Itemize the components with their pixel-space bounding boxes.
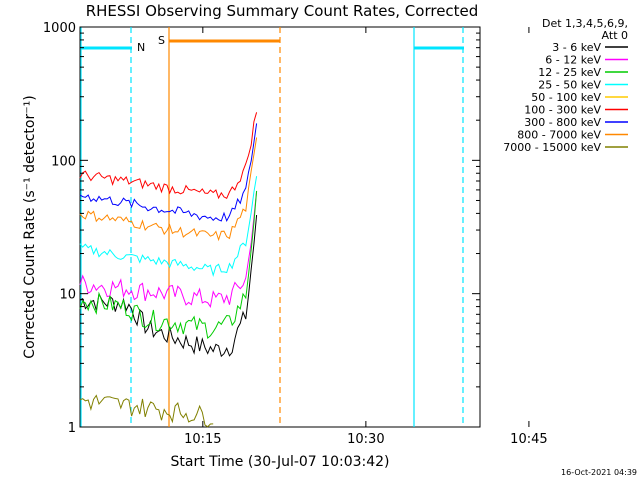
y-tick-label: 1000	[43, 21, 76, 36]
x-tick-label: 10:30	[347, 432, 384, 447]
series-line-5-0	[79, 112, 258, 200]
legend-label: 300 - 800 keV	[524, 116, 601, 129]
legend-label: 3 - 6 keV	[552, 41, 601, 54]
series-line-7-0	[79, 137, 258, 242]
series-layer	[79, 112, 258, 428]
x-tick-label: 10:45	[510, 432, 547, 447]
annotation-layer: S N	[80, 27, 464, 427]
legend-label: 12 - 25 keV	[538, 66, 601, 79]
series-line-8-0	[79, 394, 214, 428]
series-line-1-0	[79, 190, 258, 308]
legend-label: 100 - 300 keV	[524, 104, 601, 117]
y-axis-label: Corrected Count Rate (s⁻¹ detector⁻¹)	[22, 95, 38, 358]
legend-label: 50 - 100 keV	[531, 91, 601, 104]
series-line-2-0	[79, 190, 258, 340]
chart-title: RHESSI Observing Summary Count Rates, Co…	[86, 2, 479, 20]
x-axis-label: Start Time (30-Jul-07 10:03:42)	[170, 454, 389, 470]
saa-marker-label: S	[158, 34, 165, 47]
series-line-3-0	[79, 176, 258, 277]
legend-label: 7000 - 15000 keV	[503, 141, 601, 154]
night-marker-label: N	[137, 41, 145, 54]
legend-header-attenuator: Att 0	[602, 29, 628, 42]
footer-date: 16-Oct-2021 04:39	[561, 468, 637, 477]
legend-header-detectors: Det 1,3,4,5,6,9,	[542, 17, 628, 30]
y-tick-label: 100	[51, 154, 76, 169]
series-line-6-0	[79, 123, 258, 223]
y-tick-label: 10	[59, 288, 76, 303]
y-tick-label: 1	[68, 421, 76, 436]
legend-label: 800 - 7000 keV	[517, 129, 601, 142]
x-tick-label: 10:15	[184, 432, 221, 447]
legend-label: 25 - 50 keV	[538, 79, 601, 92]
legend-label: 6 - 12 keV	[545, 54, 601, 67]
